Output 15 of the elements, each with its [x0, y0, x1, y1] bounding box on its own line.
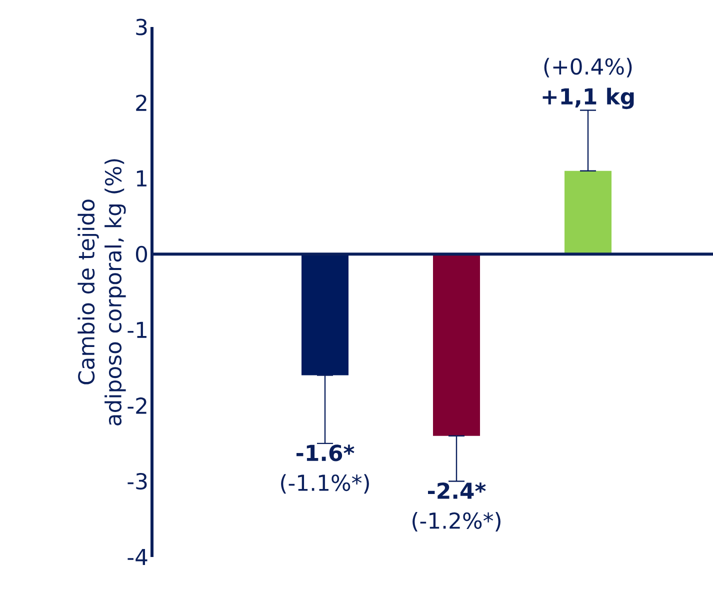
- y-tick-label: -2: [128, 397, 146, 414]
- data-label: -2.4*: [428, 482, 486, 499]
- y-tick-label: 2: [136, 94, 146, 111]
- data-label: +1,1 kg: [542, 88, 634, 110]
- y-tick-label: -4: [128, 549, 148, 565]
- y-tick-label: -1: [128, 322, 146, 338]
- y-tick-label: 0: [136, 246, 148, 262]
- annotation: (+0.4%): [544, 58, 632, 78]
- data-label: -1.6*: [296, 444, 354, 462]
- y-tick-label: -3: [128, 472, 147, 490]
- annotation: (-1.2%*): [412, 512, 500, 532]
- y-axis-title: Cambio de tejido adiposo corporal, kg (%): [78, 159, 126, 426]
- y-tick-label: 3: [136, 18, 147, 36]
- annotation: (-1.1%*): [281, 474, 369, 494]
- y-tick-label: 1: [136, 170, 146, 186]
